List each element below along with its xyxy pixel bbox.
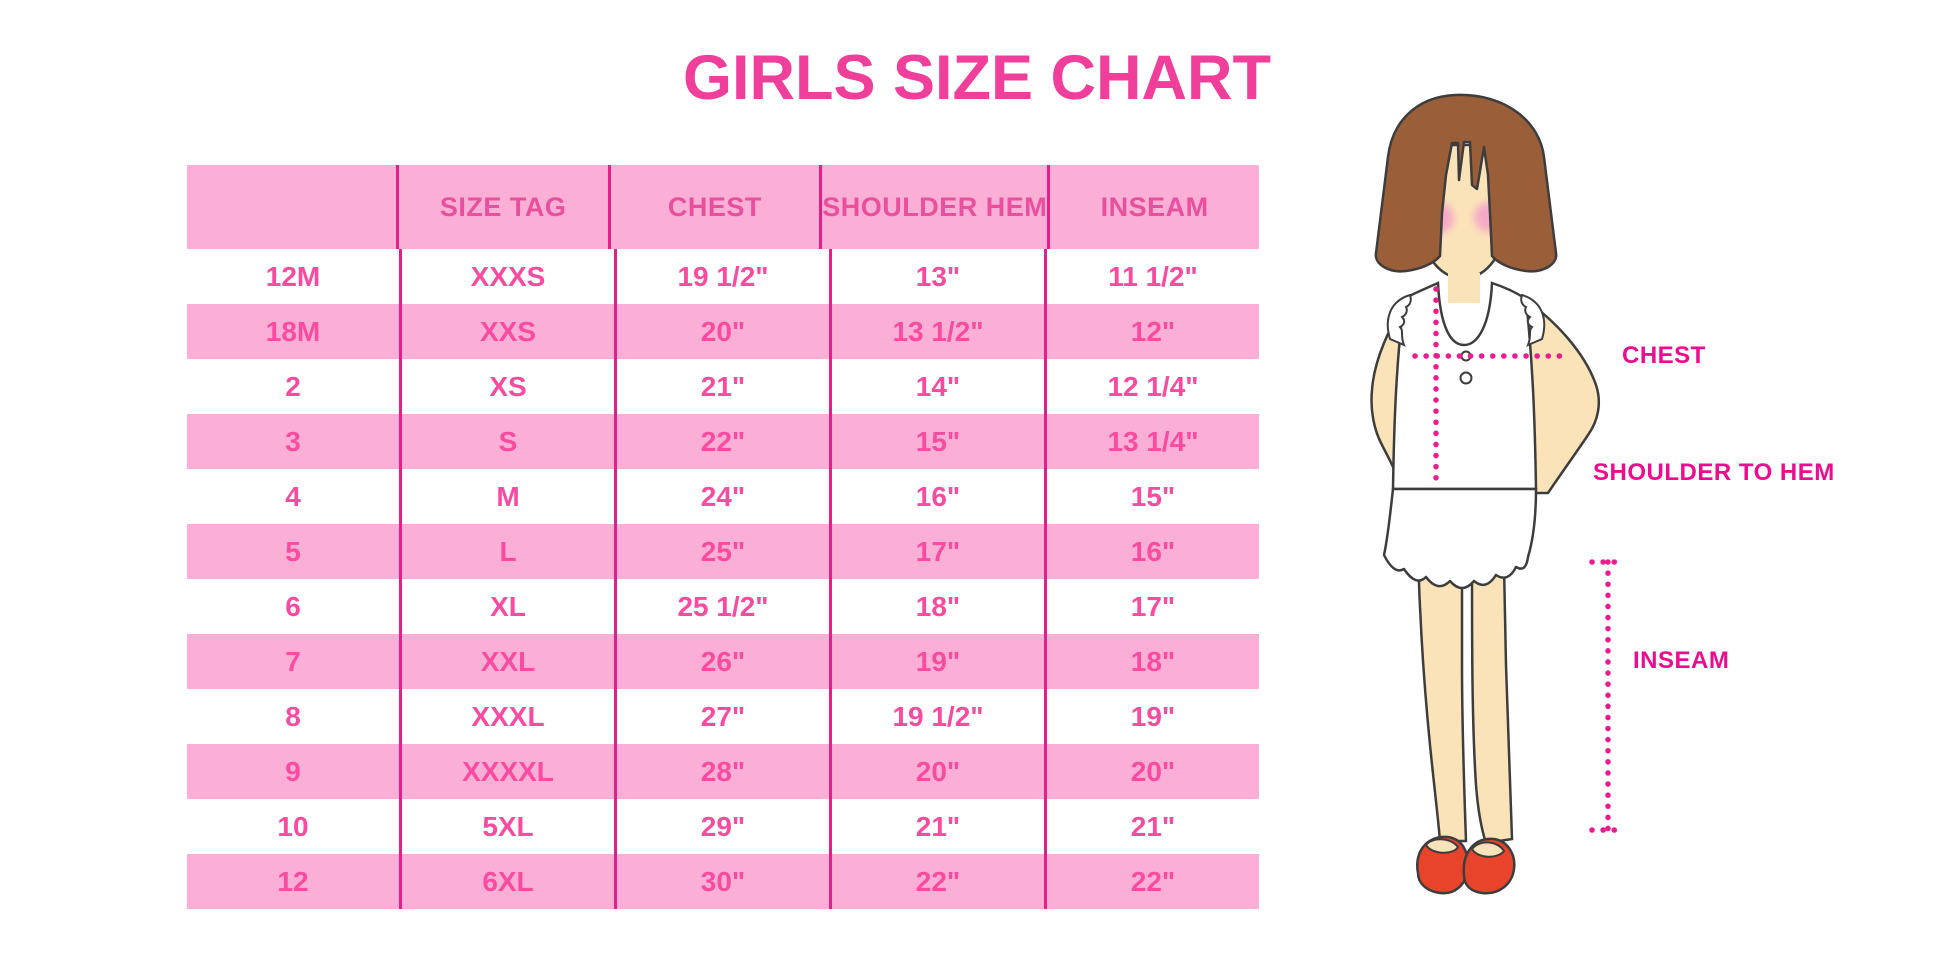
table-cell: 21" [829, 799, 1044, 854]
table-cell: 10 [277, 810, 309, 842]
left-leg [1416, 553, 1468, 843]
table-cell: 12 [187, 854, 399, 909]
girls-size-table: SIZE TAG CHEST SHOULDER HEM INSEAM 12M XX… [187, 165, 1260, 909]
table-cell: 22" [1044, 854, 1259, 909]
table-row: 12M XXXS 19 1/2" 13" 11 1/2" [187, 249, 1259, 304]
table-cell: 15" [1044, 469, 1259, 524]
table-cell: 5 [187, 524, 399, 579]
table-cell: 20" [829, 744, 1044, 799]
table-cell: 13 1/2" [829, 304, 1044, 359]
table-cell: 22" [614, 414, 829, 469]
table-cell: 12M [265, 260, 321, 292]
table-cell: 19" [1044, 689, 1259, 744]
table-cell: 18M [187, 304, 399, 359]
table-cell: 27" [614, 689, 829, 744]
table-cell: 19" [829, 634, 1044, 689]
table-cell: 16" [1044, 524, 1259, 579]
top-button-lower [1459, 371, 1473, 385]
table-row: 12 6XL 30" 22" 22" [187, 854, 1259, 909]
neck [1448, 273, 1480, 303]
table-cell: 21" [1044, 799, 1259, 854]
table-header-row: SIZE TAG CHEST SHOULDER HEM INSEAM [187, 165, 1260, 249]
page-title: GIRLS SIZE CHART [682, 43, 1272, 113]
table-cell: 9 [187, 744, 399, 799]
table-cell: S [399, 414, 614, 469]
left-shoulder-ruffle [1386, 293, 1412, 347]
table-row: 6 XL 25 1/2" 18" 17" [187, 579, 1259, 634]
table-header-cell-blank [187, 165, 396, 249]
top-garment [1391, 281, 1538, 491]
table-cell: 21" [614, 359, 829, 414]
table-cell: 6XL [399, 854, 614, 909]
table-cell: 13 1/4" [1044, 414, 1259, 469]
table-cell: 13" [829, 249, 1044, 304]
table-cell: 24" [614, 469, 829, 524]
table-cell: 28" [614, 744, 829, 799]
table-cell: 29" [614, 799, 829, 854]
table-cell: 12 1/4" [1044, 359, 1259, 414]
table-cell: 5XL [399, 799, 614, 854]
measurement-dotted-lines [1412, 286, 1622, 833]
right-shoulder-ruffle [1520, 293, 1546, 347]
table-cell: 2 [285, 370, 301, 402]
table-cell: XXXXL [399, 744, 614, 799]
table-cell: 12" [1044, 304, 1259, 359]
table-row: 2 XS 21" 14" 12 1/4" [187, 359, 1259, 414]
table-cell: 22" [829, 854, 1044, 909]
table-row: 5 L 25" 17" 16" [187, 524, 1259, 579]
hair [1374, 93, 1558, 273]
table-row: 3 S 22" 15" 13 1/4" [187, 414, 1259, 469]
table-cell: 6 [285, 590, 301, 622]
inseam-label: INSEAM [1633, 647, 1730, 674]
table-cell: L [399, 524, 614, 579]
table-header-cell-shoulder-hem: SHOULDER HEM [819, 165, 1048, 249]
table-cell: 19 1/2" [614, 249, 829, 304]
table-cell: M [399, 469, 614, 524]
table-cell: 19 1/2" [829, 689, 1044, 744]
table-cell: 4 [285, 480, 301, 512]
table-cell: 25" [614, 524, 829, 579]
table-cell: 30" [614, 854, 829, 909]
table-cell: 18" [829, 579, 1044, 634]
table-row: 7 XXL 26" 19" 18" [187, 634, 1259, 689]
girl-illustration [1370, 93, 1622, 895]
table-cell: XXXS [399, 249, 614, 304]
left-shoe-opening [1424, 838, 1460, 854]
table-row: 4 M 24" 16" 15" [187, 469, 1259, 524]
table-row: 8 XXXL 27" 19 1/2" 19" [187, 689, 1259, 744]
table-cell: 20" [614, 304, 829, 359]
table-cell: 18" [1044, 634, 1259, 689]
table-cell: 8 [285, 700, 301, 732]
table-cell: 26" [614, 634, 829, 689]
table-cell: 7 [187, 634, 399, 689]
table-cell: XXS [399, 304, 614, 359]
table-cell: 16" [829, 469, 1044, 524]
chest-label: CHEST [1622, 342, 1706, 369]
table-cell: 17" [829, 524, 1044, 579]
right-shoe-opening [1470, 841, 1506, 858]
table-cell: 15" [829, 414, 1044, 469]
table-row: 10 5XL 29" 21" 21" [187, 799, 1259, 854]
table-body: 12M XXXS 19 1/2" 13" 11 1/2" 18M XXS 20" 13 1/2"… [187, 249, 1259, 909]
skirt [1382, 487, 1538, 590]
table-cell: XXL [399, 634, 614, 689]
table-cell: 3 [187, 414, 399, 469]
table-row: 9 XXXXL 28" 20" 20" [187, 744, 1259, 799]
table-cell: 14" [829, 359, 1044, 414]
table-cell: 25 1/2" [614, 579, 829, 634]
table-cell: XL [399, 579, 614, 634]
table-cell: 17" [1044, 579, 1259, 634]
table-row: 18M XXS 20" 13 1/2" 12" [187, 304, 1259, 359]
table-cell: 11 1/2" [1044, 249, 1259, 304]
table-cell: XS [399, 359, 614, 414]
right-leg [1470, 563, 1514, 845]
table-header-cell-size-tag: SIZE TAG [395, 165, 608, 249]
shoulder-to-hem-label: SHOULDER TO HEM [1593, 459, 1835, 486]
table-cell: 20" [1044, 744, 1259, 799]
table-header-cell-chest: CHEST [607, 165, 820, 249]
table-cell: XXXL [399, 689, 614, 744]
table-header-cell-inseam: INSEAM [1047, 165, 1260, 249]
